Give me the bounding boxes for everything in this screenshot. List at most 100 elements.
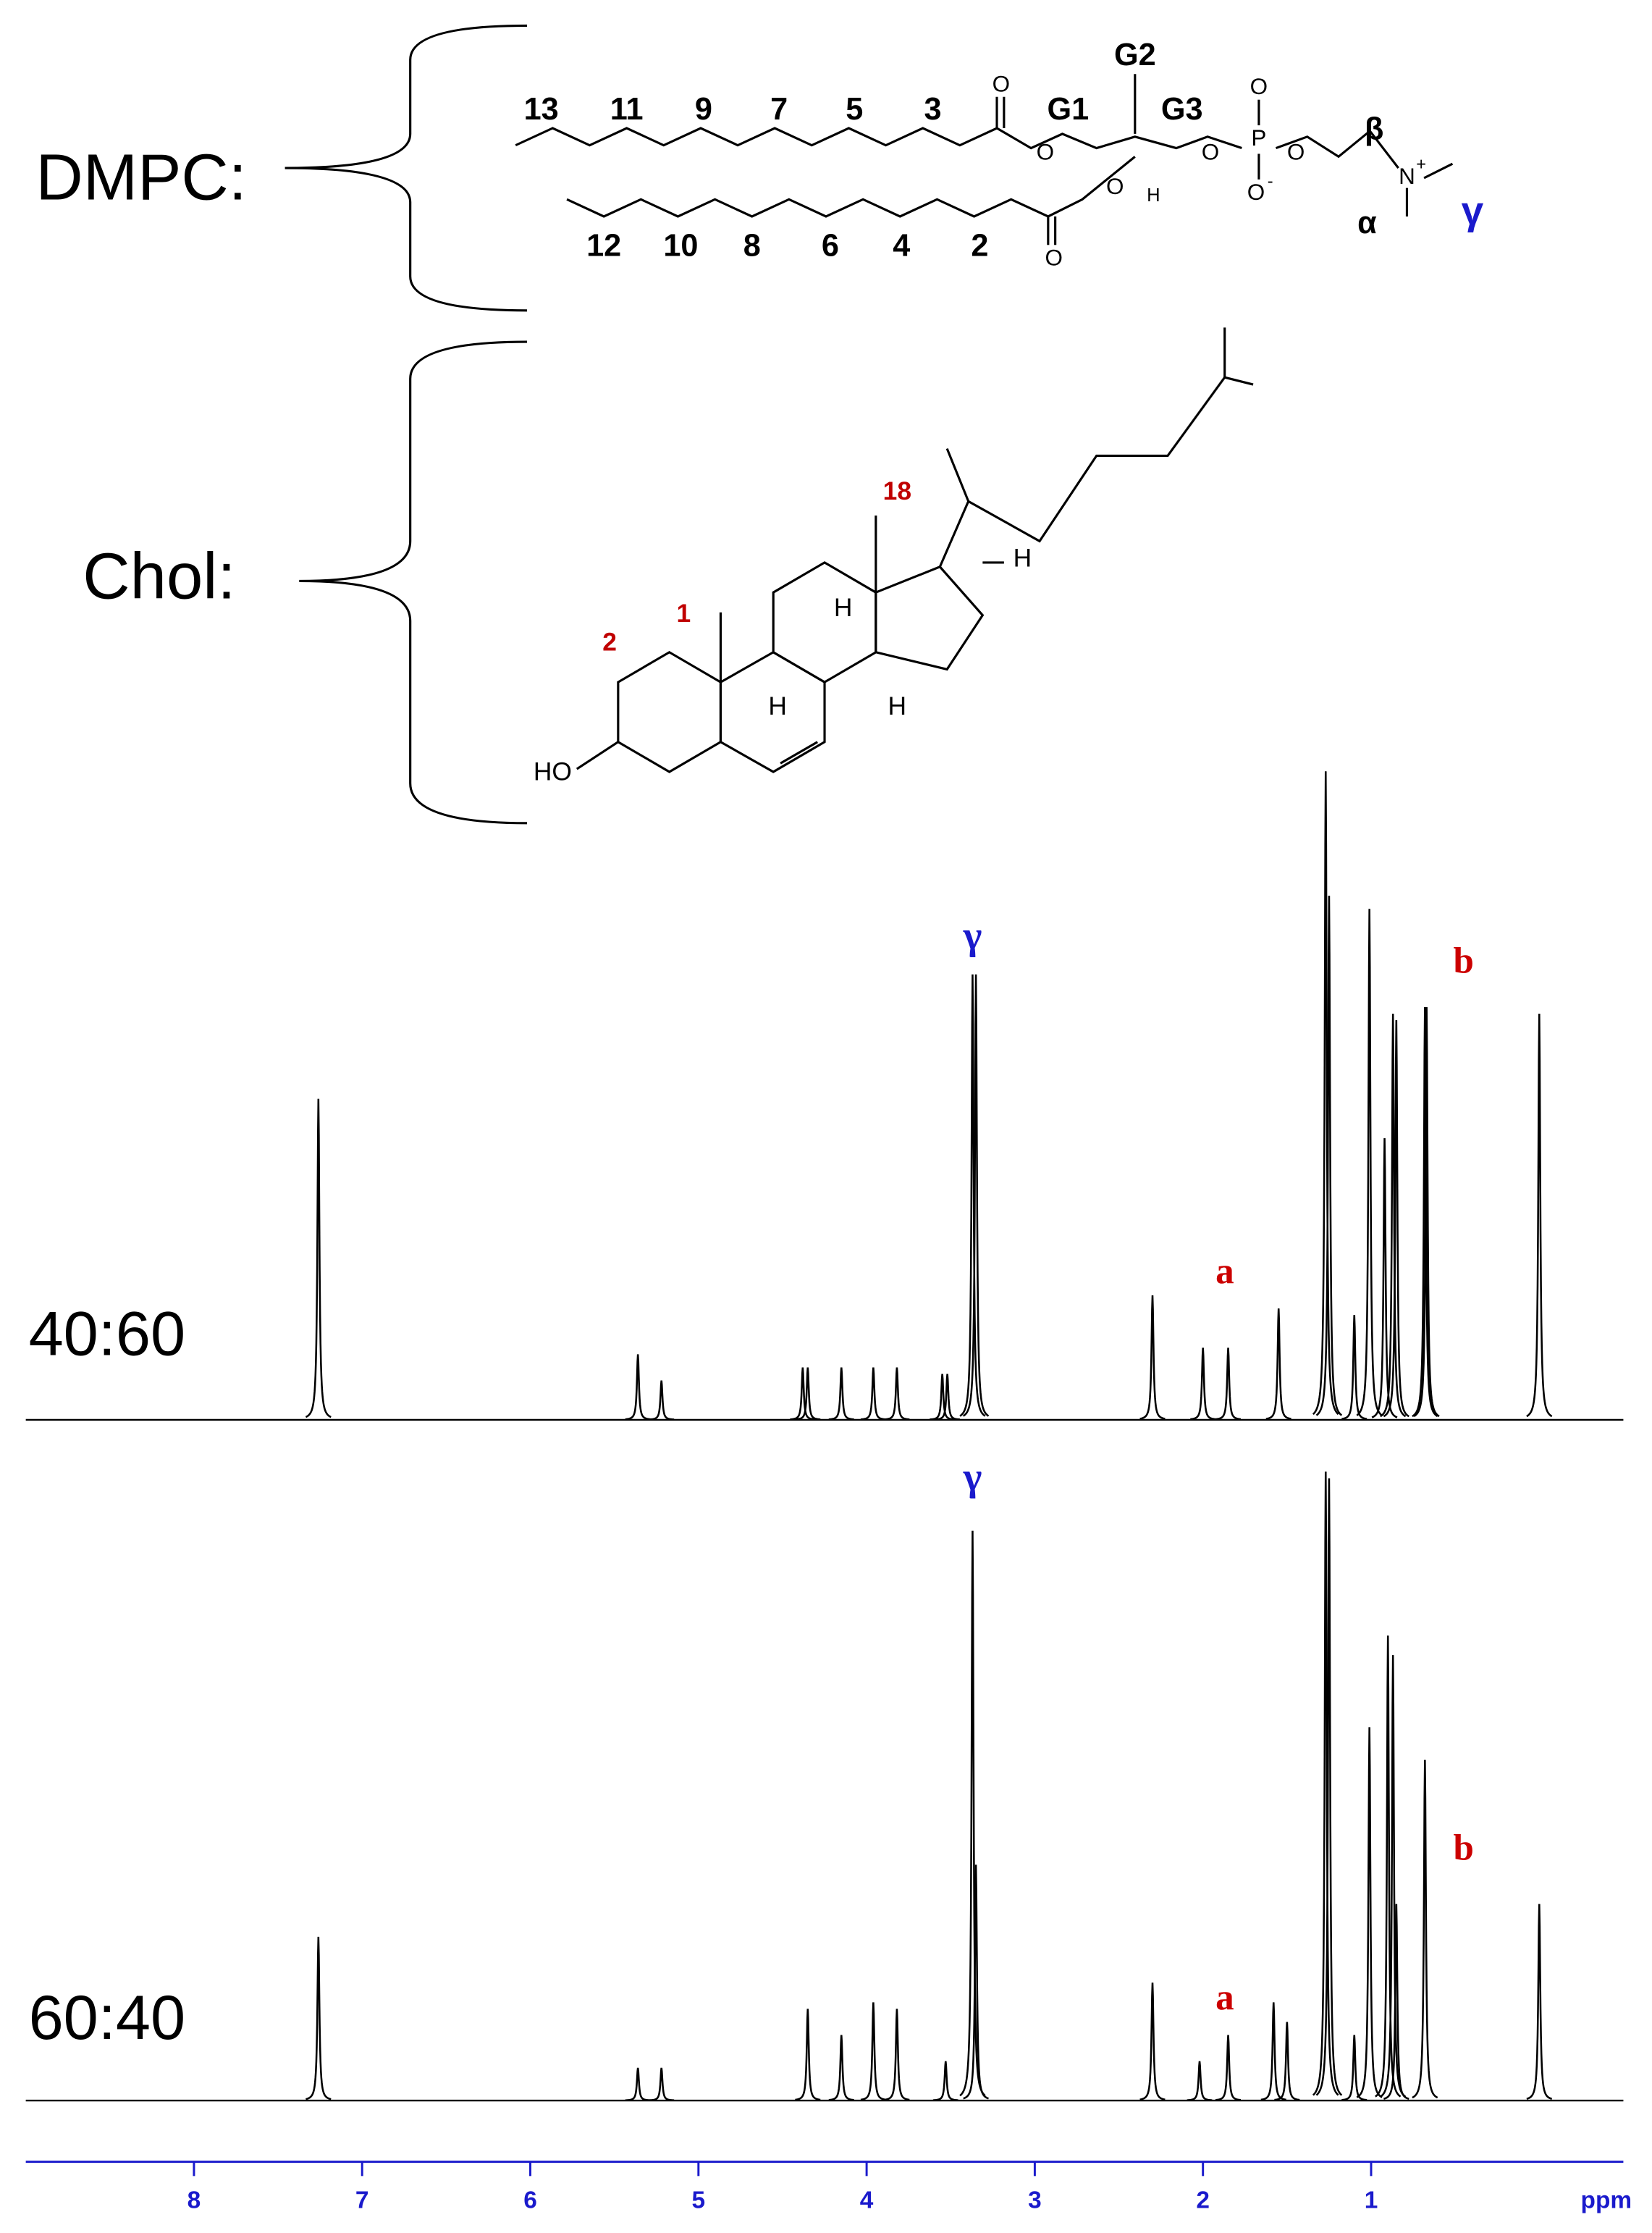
atom: O — [993, 71, 1010, 96]
x-tick-label: 3 — [1028, 2187, 1042, 2214]
bond — [1423, 162, 1454, 180]
x-tick-label: 6 — [523, 2187, 537, 2214]
peak — [305, 1936, 332, 2100]
peak — [1356, 1727, 1383, 2098]
x-axis-label: ppm — [1581, 2187, 1632, 2214]
peak — [1526, 1904, 1553, 2100]
chain — [1275, 129, 1399, 169]
peak — [1274, 2022, 1300, 2101]
brace — [299, 340, 527, 825]
peak — [1315, 896, 1343, 1416]
headgroup-label: γ — [1462, 188, 1484, 233]
peak — [884, 2009, 910, 2101]
peak — [1139, 1982, 1166, 2100]
peak — [959, 974, 986, 1417]
peak — [1215, 2035, 1242, 2101]
x-tick-label: 5 — [692, 2187, 706, 2214]
peak — [1312, 771, 1339, 1416]
atom: O — [1045, 245, 1062, 270]
atom: O — [1106, 174, 1124, 199]
peak — [1341, 1315, 1367, 1420]
chol-label: Chol: — [83, 539, 235, 613]
ring — [772, 561, 877, 684]
peak — [1383, 1020, 1409, 1418]
peak-annotation: a — [1215, 1977, 1234, 2018]
carbon-number: 9 — [695, 92, 712, 127]
carbon-number: 11 — [610, 92, 644, 127]
carbon-number: 8 — [743, 229, 761, 264]
peak — [649, 2067, 675, 2101]
atom: - — [1268, 172, 1273, 191]
atom: O — [1247, 180, 1265, 205]
peak — [1265, 1308, 1291, 1420]
chain — [515, 127, 1242, 150]
peak — [625, 2067, 651, 2101]
peak — [962, 974, 990, 1417]
peak — [1312, 1471, 1339, 2096]
peak-annotation: b — [1454, 940, 1474, 981]
carbon-number: 1 — [676, 599, 691, 628]
peak — [930, 1374, 956, 1421]
atom: H — [1147, 185, 1160, 206]
peak — [963, 1864, 989, 2100]
peak — [1526, 1013, 1553, 1418]
atom: H — [888, 691, 907, 720]
bond — [945, 447, 970, 502]
carbon-number: 6 — [822, 229, 839, 264]
atom: H — [1013, 543, 1032, 572]
peak — [795, 2009, 821, 2101]
atom: P — [1251, 125, 1266, 151]
peak — [884, 1367, 910, 1421]
peak — [1380, 1654, 1407, 2098]
peak — [649, 1380, 675, 1421]
dmpc-label: DMPC: — [35, 141, 247, 214]
peak — [305, 1098, 332, 1418]
atom: H — [834, 593, 853, 622]
peak — [1315, 1478, 1343, 2096]
peak — [1260, 2002, 1286, 2101]
peak — [1380, 1013, 1407, 1418]
peak — [1375, 1635, 1402, 2098]
peak — [1190, 1347, 1216, 1421]
peak — [625, 1354, 651, 1421]
peak — [1383, 1904, 1409, 2100]
glycerol-label: G1 — [1048, 92, 1090, 127]
peak-annotation: b — [1454, 1828, 1474, 1869]
peak — [1341, 2035, 1367, 2101]
carbon-number: 18 — [883, 476, 911, 505]
peak — [1371, 1137, 1398, 1418]
headgroup-label: α — [1357, 206, 1377, 240]
peak — [959, 1530, 986, 2097]
carbon-number: 2 — [971, 229, 988, 264]
carbon-number: 13 — [524, 92, 559, 127]
atom: + — [1416, 155, 1426, 174]
glycerol-label: G3 — [1161, 92, 1203, 127]
x-tick-label: 4 — [860, 2187, 874, 2214]
side-chain — [938, 376, 1254, 568]
peak — [860, 2002, 886, 2101]
peak — [1215, 1347, 1242, 1421]
carbon-number: 7 — [770, 92, 788, 127]
x-tick-label: 2 — [1196, 2187, 1210, 2214]
bond — [576, 741, 619, 770]
atom: O — [1250, 74, 1268, 99]
x-tick-label: 1 — [1365, 2187, 1378, 2214]
carbon-number: 4 — [893, 229, 910, 264]
peak — [1412, 1759, 1438, 2099]
peak — [828, 1367, 854, 1421]
carbon-number: 3 — [924, 92, 941, 127]
brace — [285, 24, 527, 312]
glycerol-label: G2 — [1114, 38, 1156, 72]
peak — [935, 1374, 961, 1421]
atom: HO — [534, 757, 572, 786]
atom: H — [768, 691, 787, 720]
peak-annotation: γ — [963, 1455, 982, 1499]
series-label: 40:60 — [29, 1300, 186, 1369]
peak — [828, 2035, 854, 2101]
chain — [566, 156, 1136, 218]
peak-annotation: a — [1215, 1250, 1234, 1292]
carbon-number: 5 — [846, 92, 863, 127]
ring — [875, 565, 985, 671]
atom: O — [1037, 140, 1054, 165]
